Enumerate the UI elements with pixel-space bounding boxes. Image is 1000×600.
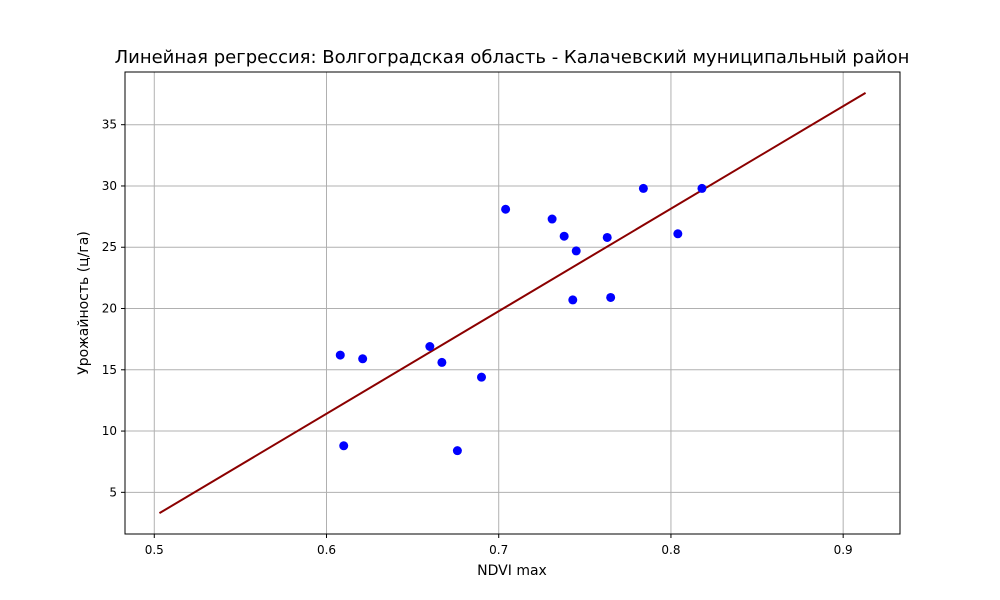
data-point: [571, 246, 581, 256]
x-tick-label: 0.7: [489, 543, 508, 557]
plot-frame: [124, 71, 901, 535]
regression-line-layer: [158, 91, 867, 515]
data-point: [697, 183, 707, 193]
x-tick-label: 0.9: [834, 543, 853, 557]
axis-ticks: 0.5 0.6 0.7 0.8 0.9 5 10 15 20 25 30 35: [102, 118, 853, 557]
data-point: [358, 354, 368, 364]
y-tick-label: 35: [102, 118, 117, 132]
y-axis-label: Урожайность (ц/га): [76, 231, 92, 375]
data-point: [437, 357, 447, 367]
scatter-points: [335, 183, 707, 456]
y-tick-label: 30: [102, 179, 117, 193]
data-point: [606, 292, 616, 302]
data-point: [602, 232, 612, 242]
x-tick-label: 0.6: [317, 543, 336, 557]
y-tick-label: 20: [102, 302, 117, 316]
data-point: [547, 214, 557, 224]
y-tick-label: 15: [102, 363, 117, 377]
data-point: [339, 441, 349, 451]
data-point: [559, 231, 569, 241]
grid: [125, 72, 900, 534]
y-tick-label: 10: [102, 424, 117, 438]
x-tick-label: 0.5: [145, 543, 164, 557]
data-point: [501, 204, 511, 214]
chart-title: Линейная регрессия: Волгоградская област…: [115, 47, 910, 68]
data-point: [568, 295, 578, 305]
x-tick-label: 0.8: [661, 543, 680, 557]
x-axis-label: NDVI max: [477, 563, 547, 579]
y-tick-label: 25: [102, 240, 117, 254]
data-point: [335, 350, 345, 360]
data-point: [638, 183, 648, 193]
regression-line: [158, 91, 867, 515]
y-tick-label: 5: [109, 485, 117, 499]
data-point: [452, 446, 462, 456]
data-point: [425, 342, 435, 352]
data-point: [673, 229, 683, 239]
data-point: [477, 372, 486, 382]
